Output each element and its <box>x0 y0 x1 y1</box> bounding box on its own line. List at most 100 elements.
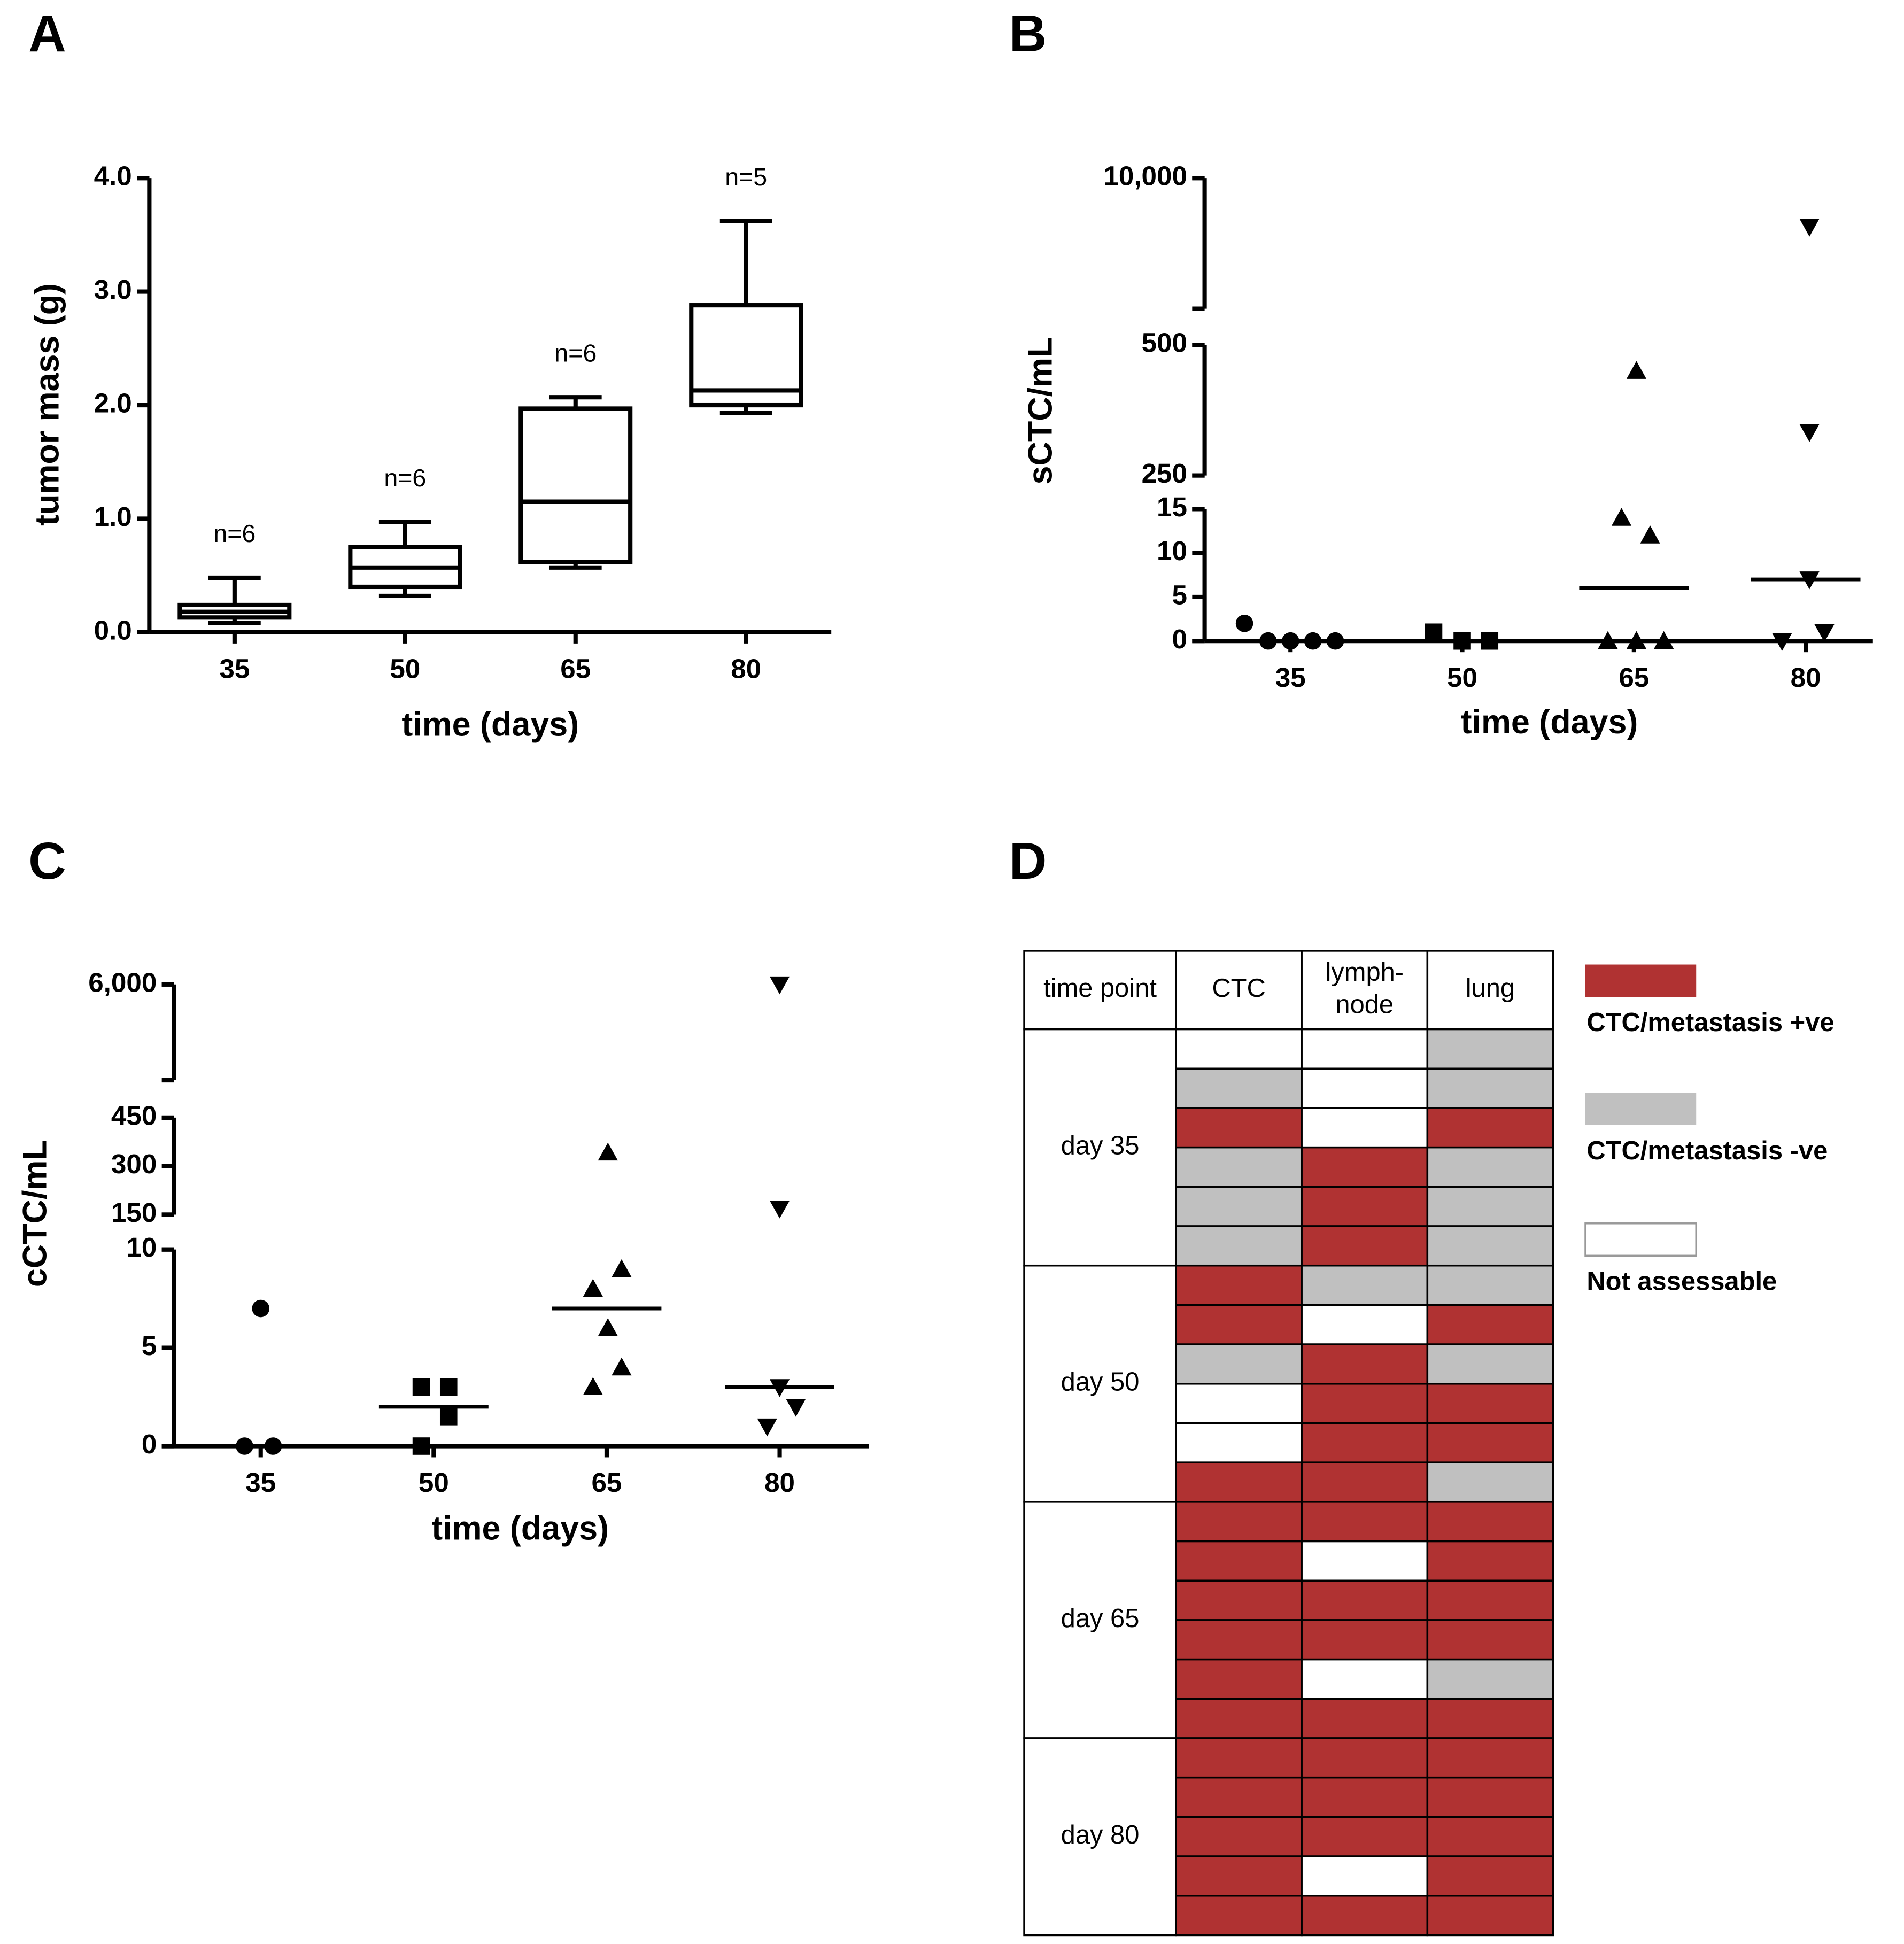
status-cell <box>1301 1776 1429 1818</box>
status-cell <box>1301 1304 1429 1345</box>
status-cell <box>1301 1225 1429 1267</box>
status-cell <box>1426 1776 1554 1818</box>
status-cell <box>1301 1383 1429 1424</box>
status-cell <box>1175 1343 1303 1385</box>
group-label: day 35 <box>1061 1132 1140 1160</box>
y-tick-label: 450 <box>111 1100 157 1130</box>
x-tick-label: 50 <box>419 1467 449 1498</box>
status-cell <box>1426 1146 1554 1188</box>
y-tick-label: 4.0 <box>94 161 132 191</box>
status-cell <box>1301 1816 1429 1857</box>
status-cell <box>1175 1186 1303 1227</box>
point <box>1814 624 1835 642</box>
status-cell <box>1301 1461 1429 1503</box>
box <box>518 406 633 564</box>
point <box>1235 615 1253 632</box>
x-tick-label: 35 <box>245 1467 276 1498</box>
y-tick-label: 6,000 <box>88 967 157 997</box>
status-cell <box>1426 1264 1554 1306</box>
x-tick-label: 65 <box>591 1467 622 1498</box>
point <box>786 1399 806 1417</box>
y-axis-label: sCTC/mL <box>1022 337 1059 485</box>
point <box>757 1418 777 1437</box>
status-cell <box>1301 1343 1429 1385</box>
point <box>439 1408 458 1426</box>
x-tick-label: 80 <box>1791 662 1821 693</box>
point <box>1326 632 1344 650</box>
point <box>252 1299 270 1318</box>
point <box>1304 632 1322 650</box>
legend-label: Not assessable <box>1586 1267 1777 1296</box>
status-cell <box>1301 1264 1429 1306</box>
annotation: n=5 <box>725 163 767 191</box>
point <box>412 1378 430 1396</box>
status-cell <box>1301 1895 1429 1937</box>
group-label: day 65 <box>1061 1604 1140 1633</box>
status-cell <box>1426 1501 1554 1543</box>
status-cell <box>1175 1816 1303 1857</box>
point <box>1640 525 1660 544</box>
status-cell <box>1301 1855 1429 1897</box>
group-label: day 80 <box>1061 1821 1140 1849</box>
point <box>412 1437 430 1455</box>
x-axis-label: time (days) <box>1461 703 1638 741</box>
status-cell <box>1301 1501 1429 1543</box>
header-text: time point <box>1043 974 1157 1003</box>
point <box>612 1357 632 1376</box>
point <box>769 976 790 995</box>
status-cell <box>1175 1461 1303 1503</box>
x-axis-label: time (days) <box>431 1509 609 1547</box>
y-tick-label: 10 <box>1157 536 1187 566</box>
status-cell <box>1426 1107 1554 1149</box>
status-cell <box>1301 1422 1429 1463</box>
point <box>1799 219 1820 237</box>
y-tick-label: 3.0 <box>94 274 132 305</box>
annotation: n=6 <box>213 520 256 547</box>
status-cell <box>1301 1658 1429 1700</box>
status-cell <box>1426 1225 1554 1267</box>
y-tick-label: 1.0 <box>94 501 132 532</box>
status-cell <box>1426 1067 1554 1109</box>
legend-label: CTC/metastasis -ve <box>1586 1136 1828 1165</box>
status-cell <box>1175 1737 1303 1779</box>
point <box>439 1378 458 1396</box>
point <box>1281 632 1299 650</box>
point <box>1481 632 1499 650</box>
status-cell <box>1301 1107 1429 1149</box>
status-cell <box>1175 1067 1303 1109</box>
y-tick-label: 10,000 <box>1103 161 1187 191</box>
y-tick-label: 250 <box>1142 458 1187 489</box>
legend-swatch <box>1585 964 1697 997</box>
status-cell <box>1175 1619 1303 1661</box>
x-tick-label: 65 <box>560 654 591 684</box>
status-cell <box>1426 1737 1554 1779</box>
status-cell <box>1426 1855 1554 1897</box>
point <box>583 1377 603 1396</box>
status-cell <box>1426 1619 1554 1661</box>
status-cell <box>1426 1698 1554 1739</box>
point <box>769 1201 790 1219</box>
status-cell <box>1301 1067 1429 1109</box>
point <box>1626 631 1647 649</box>
status-cell <box>1426 1816 1554 1857</box>
y-tick-label: 300 <box>111 1149 157 1179</box>
x-tick-label: 35 <box>219 654 250 684</box>
point <box>1598 631 1618 649</box>
point <box>1654 631 1674 649</box>
header-text: lung <box>1466 974 1515 1003</box>
status-cell <box>1175 1540 1303 1582</box>
status-cell <box>1426 1540 1554 1582</box>
y-axis-label: cCTC/mL <box>16 1140 53 1287</box>
status-cell <box>1426 1658 1554 1700</box>
status-cell <box>1301 1146 1429 1188</box>
point <box>583 1279 603 1297</box>
point <box>264 1437 282 1455</box>
status-cell <box>1426 1343 1554 1385</box>
y-tick-label: 5 <box>1172 579 1187 610</box>
status-cell <box>1301 1028 1429 1070</box>
group-label: day 50 <box>1061 1368 1140 1397</box>
legend-swatch <box>1585 1093 1697 1125</box>
y-tick-label: 10 <box>126 1232 157 1263</box>
